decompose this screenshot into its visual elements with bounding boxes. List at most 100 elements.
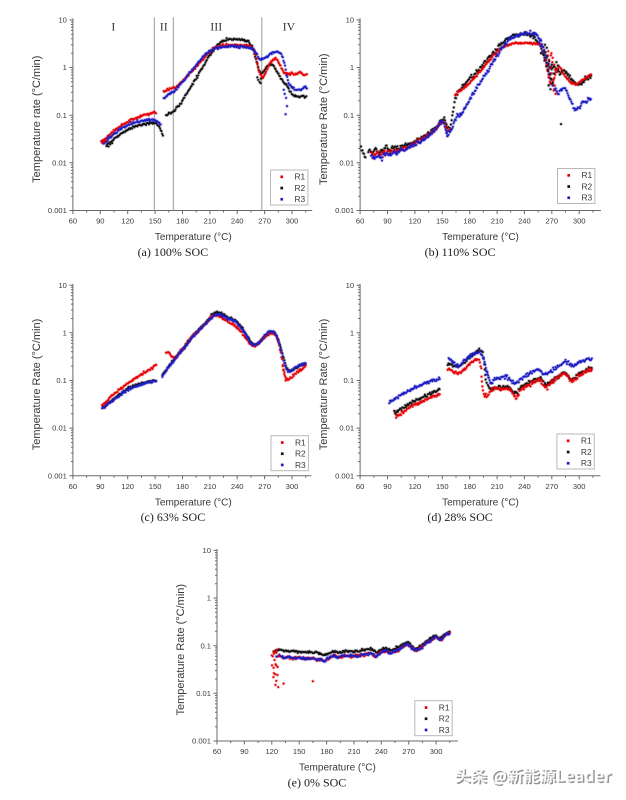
svg-text:(c) 63% SOC: (c) 63% SOC xyxy=(141,510,206,524)
svg-text:R2: R2 xyxy=(439,714,450,724)
svg-text:1: 1 xyxy=(63,328,67,337)
svg-text:0.001: 0.001 xyxy=(335,206,354,215)
svg-text:150: 150 xyxy=(293,747,306,756)
svg-text:60: 60 xyxy=(356,482,364,491)
svg-text:10: 10 xyxy=(58,281,66,290)
svg-text:(d) 28% SOC: (d) 28% SOC xyxy=(427,510,492,524)
svg-text:150: 150 xyxy=(149,482,162,491)
svg-text:1: 1 xyxy=(63,63,67,72)
svg-text:R1: R1 xyxy=(439,702,450,712)
svg-text:0.001: 0.001 xyxy=(192,737,211,746)
svg-text:0.1: 0.1 xyxy=(200,641,211,650)
svg-text:210: 210 xyxy=(491,482,504,491)
svg-text:Temperature Rate (°C/min): Temperature Rate (°C/min) xyxy=(31,319,43,451)
svg-text:210: 210 xyxy=(204,217,217,226)
svg-text:Temperature (°C): Temperature (°C) xyxy=(442,232,519,243)
svg-text:270: 270 xyxy=(258,217,271,226)
svg-text:90: 90 xyxy=(383,482,391,491)
svg-text:0.01: 0.01 xyxy=(339,158,354,167)
svg-text:IV: IV xyxy=(283,20,296,34)
svg-text:180: 180 xyxy=(176,482,189,491)
svg-text:300: 300 xyxy=(430,747,443,756)
svg-text:240: 240 xyxy=(518,217,531,226)
svg-text:R3: R3 xyxy=(295,460,306,470)
svg-text:120: 120 xyxy=(265,747,278,756)
svg-text:0.01: 0.01 xyxy=(52,158,67,167)
svg-text:1: 1 xyxy=(350,63,354,72)
svg-text:150: 150 xyxy=(436,217,449,226)
svg-text:240: 240 xyxy=(375,747,388,756)
svg-text:60: 60 xyxy=(356,217,364,226)
svg-text:R3: R3 xyxy=(439,725,450,735)
svg-text:120: 120 xyxy=(121,482,134,491)
svg-text:180: 180 xyxy=(463,482,476,491)
svg-text:Temperature (°C): Temperature (°C) xyxy=(299,763,376,774)
svg-text:0.1: 0.1 xyxy=(344,376,355,385)
svg-text:Temperature (°C): Temperature (°C) xyxy=(155,232,232,243)
svg-text:Temperature Rate (°C/min): Temperature Rate (°C/min) xyxy=(175,584,187,716)
svg-text:0.01: 0.01 xyxy=(52,424,67,433)
svg-text:10: 10 xyxy=(346,281,354,290)
svg-text:210: 210 xyxy=(491,217,504,226)
svg-text:60: 60 xyxy=(69,482,77,491)
svg-text:0.1: 0.1 xyxy=(56,111,67,120)
svg-text:Temperature Rate (°C/min): Temperature Rate (°C/min) xyxy=(318,53,330,185)
svg-text:210: 210 xyxy=(204,482,217,491)
svg-text:R2: R2 xyxy=(581,447,592,457)
svg-text:R2: R2 xyxy=(295,183,306,193)
svg-text:60: 60 xyxy=(213,747,221,756)
svg-text:R3: R3 xyxy=(581,458,592,468)
svg-text:180: 180 xyxy=(463,217,476,226)
svg-text:(a) 100% SOC: (a) 100% SOC xyxy=(138,245,209,259)
svg-text:180: 180 xyxy=(320,747,333,756)
svg-text:150: 150 xyxy=(436,482,449,491)
svg-text:1: 1 xyxy=(350,328,354,337)
svg-text:1: 1 xyxy=(207,594,211,603)
svg-text:10: 10 xyxy=(58,16,66,25)
svg-text:120: 120 xyxy=(409,217,422,226)
svg-text:150: 150 xyxy=(149,217,162,226)
svg-text:90: 90 xyxy=(96,482,104,491)
svg-text:300: 300 xyxy=(573,217,586,226)
svg-text:90: 90 xyxy=(96,217,104,226)
svg-text:300: 300 xyxy=(286,482,299,491)
svg-text:R2: R2 xyxy=(295,449,306,459)
svg-text:0.001: 0.001 xyxy=(48,206,67,215)
svg-text:0.001: 0.001 xyxy=(48,471,67,480)
svg-text:90: 90 xyxy=(383,217,391,226)
svg-text:270: 270 xyxy=(258,482,271,491)
svg-text:0.001: 0.001 xyxy=(335,471,354,480)
svg-text:300: 300 xyxy=(573,482,586,491)
svg-text:(e) 0% SOC: (e) 0% SOC xyxy=(288,775,347,789)
svg-text:R1: R1 xyxy=(295,172,306,182)
svg-text:0.1: 0.1 xyxy=(344,111,355,120)
svg-text:90: 90 xyxy=(240,747,248,756)
svg-text:270: 270 xyxy=(545,217,558,226)
svg-text:180: 180 xyxy=(176,217,189,226)
svg-text:240: 240 xyxy=(231,482,244,491)
svg-text:0.01: 0.01 xyxy=(196,689,211,698)
svg-text:120: 120 xyxy=(409,482,422,491)
svg-text:Temperature (°C): Temperature (°C) xyxy=(442,497,519,508)
svg-text:II: II xyxy=(160,20,168,34)
svg-text:Temperature (°C): Temperature (°C) xyxy=(155,497,232,508)
svg-text:III: III xyxy=(210,20,222,34)
svg-text:240: 240 xyxy=(231,217,244,226)
svg-text:120: 120 xyxy=(121,217,134,226)
svg-text:R3: R3 xyxy=(295,194,306,204)
svg-text:(b) 110% SOC: (b) 110% SOC xyxy=(425,245,496,259)
svg-text:270: 270 xyxy=(402,747,415,756)
svg-text:10: 10 xyxy=(346,16,354,25)
svg-text:300: 300 xyxy=(286,217,299,226)
svg-text:R1: R1 xyxy=(582,170,593,180)
svg-text:R1: R1 xyxy=(295,437,306,447)
svg-text:R2: R2 xyxy=(582,181,593,191)
svg-text:210: 210 xyxy=(348,747,361,756)
svg-text:0.1: 0.1 xyxy=(56,376,67,385)
svg-text:240: 240 xyxy=(518,482,531,491)
svg-text:60: 60 xyxy=(69,217,77,226)
svg-text:R3: R3 xyxy=(582,193,593,203)
svg-text:10: 10 xyxy=(203,546,211,555)
svg-text:I: I xyxy=(111,20,115,34)
svg-text:R1: R1 xyxy=(581,436,592,446)
